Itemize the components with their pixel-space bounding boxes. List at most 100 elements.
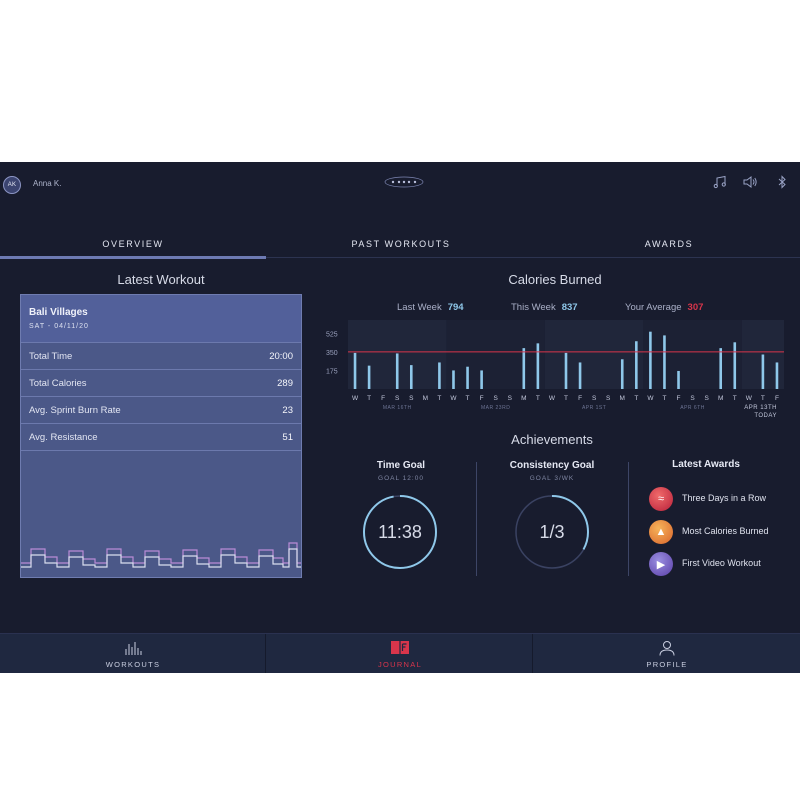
app-window: AK Anna K. OVERVIEW PAST WORKOUTS AWARDS… xyxy=(0,162,800,673)
legend-last-week: Last Week 794 xyxy=(397,302,464,313)
week-band xyxy=(544,320,644,389)
award-label: Three Days in a Row xyxy=(682,493,767,503)
x-tick-label: W xyxy=(352,395,359,402)
tab-bar: OVERVIEW PAST WORKOUTS AWARDS xyxy=(0,232,800,259)
x-tick-label: T xyxy=(437,395,441,402)
nav-label: JOURNAL xyxy=(377,660,423,669)
calorie-bar xyxy=(466,366,469,389)
week-band xyxy=(643,320,742,389)
speaker-icon[interactable] xyxy=(742,174,758,190)
workout-header: Bali Villages SAT - 04/11/20 xyxy=(21,295,301,343)
active-tab-indicator xyxy=(0,256,266,259)
avatar[interactable]: AK xyxy=(3,176,21,194)
workout-date: SAT - 04/11/20 xyxy=(29,323,89,330)
calorie-bar xyxy=(649,331,652,389)
today-label: TODAY xyxy=(754,413,777,419)
x-tick-label: W xyxy=(647,395,654,402)
consistency-goal-value: 1/3 xyxy=(539,522,565,542)
legend-value: 837 xyxy=(561,302,578,313)
calorie-bar xyxy=(438,362,441,389)
legend-average: Your Average 307 xyxy=(625,302,703,313)
x-tick-label: W xyxy=(746,395,753,402)
stat-row-total-time: Total Time 20:00 xyxy=(21,343,301,370)
end-date-label: APR 13TH xyxy=(744,405,777,411)
calorie-bar xyxy=(578,362,582,389)
tab-awards[interactable]: AWARDS xyxy=(644,239,694,249)
x-tick-label: S xyxy=(606,395,611,402)
x-tick-label: F xyxy=(578,395,582,402)
music-note-icon[interactable] xyxy=(712,174,728,190)
x-tick-label: T xyxy=(733,395,737,402)
consistency-goal-title: Consistency Goal xyxy=(509,460,595,471)
latest-workout-card[interactable]: Bali Villages SAT - 04/11/20 Total Time … xyxy=(20,294,302,578)
video-award-icon: ▶ xyxy=(649,552,673,576)
calorie-bar xyxy=(733,342,737,389)
time-goal-ring xyxy=(363,495,437,569)
x-tick-label: M xyxy=(423,395,428,402)
legend-this-week: This Week 837 xyxy=(511,302,578,313)
award-first-video[interactable]: ▶ First Video Workout xyxy=(649,552,799,576)
x-tick-label: T xyxy=(466,395,470,402)
consistency-goal-ring xyxy=(515,495,589,569)
x-tick-label: T xyxy=(367,395,371,402)
stat-value: 289 xyxy=(277,378,293,389)
stat-row-avg-resistance: Avg. Resistance 51 xyxy=(21,424,301,451)
nav-label: PROFILE xyxy=(646,660,688,669)
x-tick-label: W xyxy=(450,395,457,402)
streak-award-icon: ≈ xyxy=(649,487,673,511)
tab-overview[interactable]: OVERVIEW xyxy=(102,239,164,249)
bottom-nav: WORKOUTS JOURNAL PROFILE xyxy=(0,633,800,673)
x-tick-label: T xyxy=(662,395,666,402)
latest-awards-title: Latest Awards xyxy=(672,459,740,470)
calories-title: Calories Burned xyxy=(508,272,602,287)
y-tick-label: 350 xyxy=(326,350,338,357)
stat-label: Total Calories xyxy=(29,378,87,389)
nav-workouts[interactable]: WORKOUTS xyxy=(0,634,266,673)
workout-name: Bali Villages xyxy=(29,307,88,318)
calorie-bar xyxy=(367,365,371,389)
x-tick-label: T xyxy=(536,395,540,402)
nav-journal[interactable]: JOURNAL xyxy=(267,634,533,673)
achievements-divider xyxy=(628,462,629,576)
bluetooth-icon[interactable] xyxy=(774,174,790,190)
award-most-calories[interactable]: ▲ Most Calories Burned xyxy=(649,520,799,544)
x-tick-label: M xyxy=(718,395,723,402)
x-tick-label: S xyxy=(592,395,597,402)
legend-label: This Week xyxy=(511,302,556,313)
calorie-bar xyxy=(761,354,765,389)
week-band xyxy=(446,320,545,389)
time-goal-subtitle: GOAL 12:00 xyxy=(378,475,424,482)
x-tick-label: F xyxy=(775,395,779,402)
y-tick-label: 525 xyxy=(326,331,338,338)
award-three-days[interactable]: ≈ Three Days in a Row xyxy=(649,487,799,511)
week-label: MAR 23RD xyxy=(481,405,510,411)
x-tick-label: M xyxy=(521,395,526,402)
calories-bar-chart: 525 350 175 W T F S S M T W T F S S M T W T F S S M T W T F S S M T W T F… xyxy=(326,320,784,419)
stat-label: Total Time xyxy=(29,351,73,362)
calorie-bar xyxy=(620,359,624,389)
calorie-bar xyxy=(677,370,680,389)
x-tick-label: T xyxy=(564,395,568,402)
x-tick-label: S xyxy=(690,395,695,402)
consistency-goal-subtitle: GOAL 3/WK xyxy=(529,475,575,482)
x-tick-label: S xyxy=(409,395,414,402)
y-tick-label: 175 xyxy=(326,368,338,375)
stat-label: Avg. Sprint Burn Rate xyxy=(29,405,121,416)
calorie-bar xyxy=(409,365,413,389)
stat-value: 51 xyxy=(282,432,293,443)
legend-value: 794 xyxy=(447,302,464,313)
brand-logo-icon xyxy=(384,176,424,188)
stat-value: 23 xyxy=(282,405,293,416)
calorie-bar xyxy=(452,370,455,389)
calorie-bar xyxy=(395,353,399,389)
nav-profile[interactable]: PROFILE xyxy=(534,634,800,673)
time-goal-value: 11:38 xyxy=(378,522,422,542)
time-goal-title: Time Goal xyxy=(376,460,426,471)
tab-past-workouts[interactable]: PAST WORKOUTS xyxy=(351,239,451,249)
stat-label: Avg. Resistance xyxy=(29,432,98,443)
calorie-bar xyxy=(536,343,540,389)
week-label: APR 6TH xyxy=(680,405,705,411)
achievements-title: Achievements xyxy=(511,432,593,447)
x-tick-label: S xyxy=(395,395,400,402)
top-bar: AK Anna K. xyxy=(0,162,800,206)
